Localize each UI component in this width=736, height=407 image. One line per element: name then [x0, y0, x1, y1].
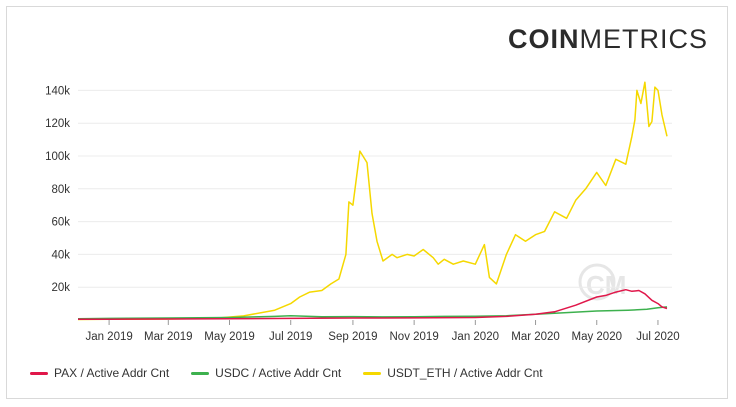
legend-swatch-pax	[30, 371, 48, 375]
x-axis: Jan 2019 Mar 2019 May 2019 Jul 2019 Sep 2019…	[85, 320, 680, 343]
series-line-usdt-eth	[77, 81, 668, 321]
y-tick-label: 100k	[45, 151, 70, 163]
x-tick-label: Jul 2020	[636, 331, 679, 343]
legend: PAX / Active Addr Cnt USDC / Active Addr…	[30, 366, 543, 380]
legend-label-usdc: USDC / Active Addr Cnt	[215, 366, 342, 380]
grid	[78, 89, 672, 288]
x-tick-label: Jul 2019	[269, 331, 312, 343]
x-tick-label: Mar 2019	[144, 331, 193, 343]
chart-frame	[6, 6, 728, 399]
series-line-pax	[78, 288, 668, 320]
y-tick-label: 60k	[51, 217, 70, 229]
y-axis: 20k 40k 60k 80k 100k 120k 140k	[45, 85, 70, 294]
x-tick-label: Nov 2019	[390, 331, 439, 343]
x-tick-label: Jan 2020	[452, 331, 499, 343]
legend-item-usdt-eth[interactable]: USDT_ETH / Active Addr Cnt	[363, 366, 543, 380]
x-tick-label: Mar 2020	[511, 331, 560, 343]
series-line-usdc	[77, 306, 668, 320]
legend-swatch-usdt-eth	[363, 371, 382, 375]
coinmetrics-logo: COINMETRICS	[508, 24, 708, 55]
legend-swatch-usdc	[191, 371, 210, 375]
y-tick-label: 120k	[45, 118, 70, 130]
x-tick-label: Sep 2019	[328, 331, 377, 343]
x-tick-label: May 2019	[204, 331, 255, 343]
legend-item-pax[interactable]: PAX / Active Addr Cnt	[30, 366, 169, 380]
y-tick-label: 40k	[51, 249, 70, 261]
x-tick-label: May 2020	[571, 331, 622, 343]
brand-light: METRICS	[579, 24, 708, 54]
watermark-logo: CM	[578, 263, 626, 301]
legend-label-usdt-eth: USDT_ETH / Active Addr Cnt	[387, 366, 543, 380]
legend-label-pax: PAX / Active Addr Cnt	[54, 366, 170, 380]
brand-bold: COIN	[508, 24, 580, 54]
legend-item-usdc[interactable]: USDC / Active Addr Cnt	[191, 366, 341, 380]
y-tick-label: 20k	[51, 282, 70, 294]
y-tick-label: 80k	[51, 184, 70, 196]
series-lines	[77, 81, 668, 321]
x-tick-label: Jan 2019	[85, 331, 132, 343]
y-tick-label: 140k	[45, 85, 70, 97]
